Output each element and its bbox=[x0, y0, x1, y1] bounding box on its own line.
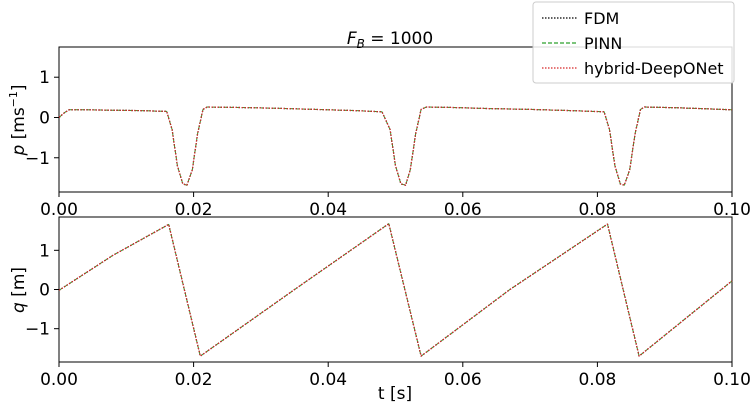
displacement-series-group bbox=[58, 223, 733, 357]
pressure-series-fdm bbox=[58, 106, 733, 186]
pressure-series-group bbox=[58, 106, 733, 186]
displacement-x-tick-label: 0.02 bbox=[175, 370, 213, 390]
displacement-y-tick-label: −1 bbox=[25, 320, 50, 340]
displacement-plot-frame bbox=[58, 216, 733, 363]
pressure-subplot: FB = 1000 p [ms−1] 1 0 −1 0.00 0.02 0.04 0.06… bbox=[7, 29, 751, 220]
legend-label-fdm: FDM bbox=[584, 9, 619, 28]
displacement-x-tick-label: 0.08 bbox=[578, 370, 616, 390]
pressure-x-tick-label: 0.00 bbox=[40, 200, 78, 220]
pressure-y-axis-label: p [ms−1] bbox=[7, 84, 29, 156]
chart-title: FB = 1000 bbox=[347, 29, 433, 51]
displacement-series-hybrid-deeponet bbox=[58, 223, 733, 357]
pressure-series-pinn bbox=[58, 106, 733, 186]
pressure-plot-frame bbox=[58, 46, 733, 193]
pressure-x-tick-label: 0.06 bbox=[444, 200, 482, 220]
pressure-x-tick-label: 0.10 bbox=[713, 200, 751, 220]
legend-label-pinn: PINN bbox=[584, 34, 622, 53]
pressure-y-tick-label: 1 bbox=[39, 68, 50, 88]
pressure-x-tick-label: 0.04 bbox=[309, 200, 347, 220]
displacement-y-ticks: 1 0 −1 bbox=[25, 241, 59, 340]
displacement-series-fdm bbox=[58, 223, 733, 357]
displacement-x-tick-label: 0.06 bbox=[444, 370, 482, 390]
displacement-y-axis-label: q [m] bbox=[9, 267, 29, 313]
legend-label-hybrid-deeponet: hybrid-DeepONet bbox=[584, 59, 724, 78]
x-axis-label: t [s] bbox=[378, 384, 412, 404]
pressure-x-tick-label: 0.02 bbox=[175, 200, 213, 220]
pressure-x-tick-label: 0.08 bbox=[578, 200, 616, 220]
displacement-x-tick-label: 0.10 bbox=[713, 370, 751, 390]
pressure-y-tick-label: −1 bbox=[25, 149, 50, 169]
displacement-y-tick-label: 1 bbox=[39, 241, 50, 261]
legend: FDM PINN hybrid-DeepONet bbox=[532, 1, 735, 84]
displacement-y-tick-label: 0 bbox=[39, 281, 50, 301]
displacement-x-tick-label: 0.04 bbox=[309, 370, 347, 390]
legend-box bbox=[532, 1, 735, 84]
pressure-y-tick-label: 0 bbox=[39, 108, 50, 128]
displacement-x-ticks: 0.00 0.02 0.04 0.06 0.08 0.10 bbox=[40, 362, 751, 390]
displacement-subplot: q [m] t [s] 1 0 −1 0.00 0.02 0.04 0.06 0.08 0.1… bbox=[9, 216, 751, 404]
displacement-x-tick-label: 0.00 bbox=[40, 370, 78, 390]
pressure-y-ticks: 1 0 −1 bbox=[25, 68, 59, 169]
pressure-x-ticks: 0.00 0.02 0.04 0.06 0.08 0.10 bbox=[40, 192, 751, 220]
displacement-series-pinn bbox=[58, 223, 733, 357]
pressure-series-hybrid-deeponet bbox=[58, 106, 733, 186]
legend-entries: FDM PINN hybrid-DeepONet bbox=[542, 9, 724, 78]
